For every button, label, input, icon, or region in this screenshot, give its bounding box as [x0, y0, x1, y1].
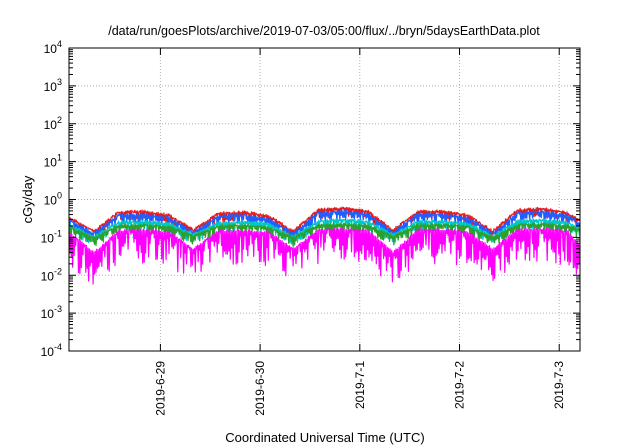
x-tick-label: 2019-6-30 [253, 361, 267, 416]
series-line [68, 222, 581, 248]
x-tick-label: 2019-6-29 [153, 361, 167, 416]
y-tick-label: 100 [44, 191, 62, 208]
y-tick-label: 10-1 [41, 228, 62, 245]
y-tick-label: 103 [44, 77, 62, 94]
chart-title: /data/run/goesPlots/archive/2019-07-03/0… [108, 24, 540, 38]
plot-area [68, 206, 581, 285]
x-tick-label: 2019-7-3 [552, 361, 566, 409]
x-axis-label: Coordinated Universal Time (UTC) [225, 430, 424, 445]
y-tick-label: 102 [44, 115, 62, 132]
series-line [68, 206, 581, 239]
grid [69, 48, 580, 351]
y-tick-label: 101 [44, 153, 62, 170]
y-tick-label: 10-4 [41, 342, 62, 359]
x-tick-label: 2019-7-1 [353, 361, 367, 409]
x-tick-label: 2019-7-2 [453, 361, 467, 409]
series-line [68, 209, 581, 242]
series-line [68, 227, 581, 285]
y-axis-label: cGy/day [20, 175, 35, 223]
y-tick-label: 10-3 [41, 304, 62, 321]
axes: 10-4 10-3 10-2 10-1 100 101 102 103 104 2019-6-29… [41, 39, 580, 416]
y-tick-label: 104 [44, 39, 62, 56]
y-tick-label: 10-2 [41, 266, 62, 283]
